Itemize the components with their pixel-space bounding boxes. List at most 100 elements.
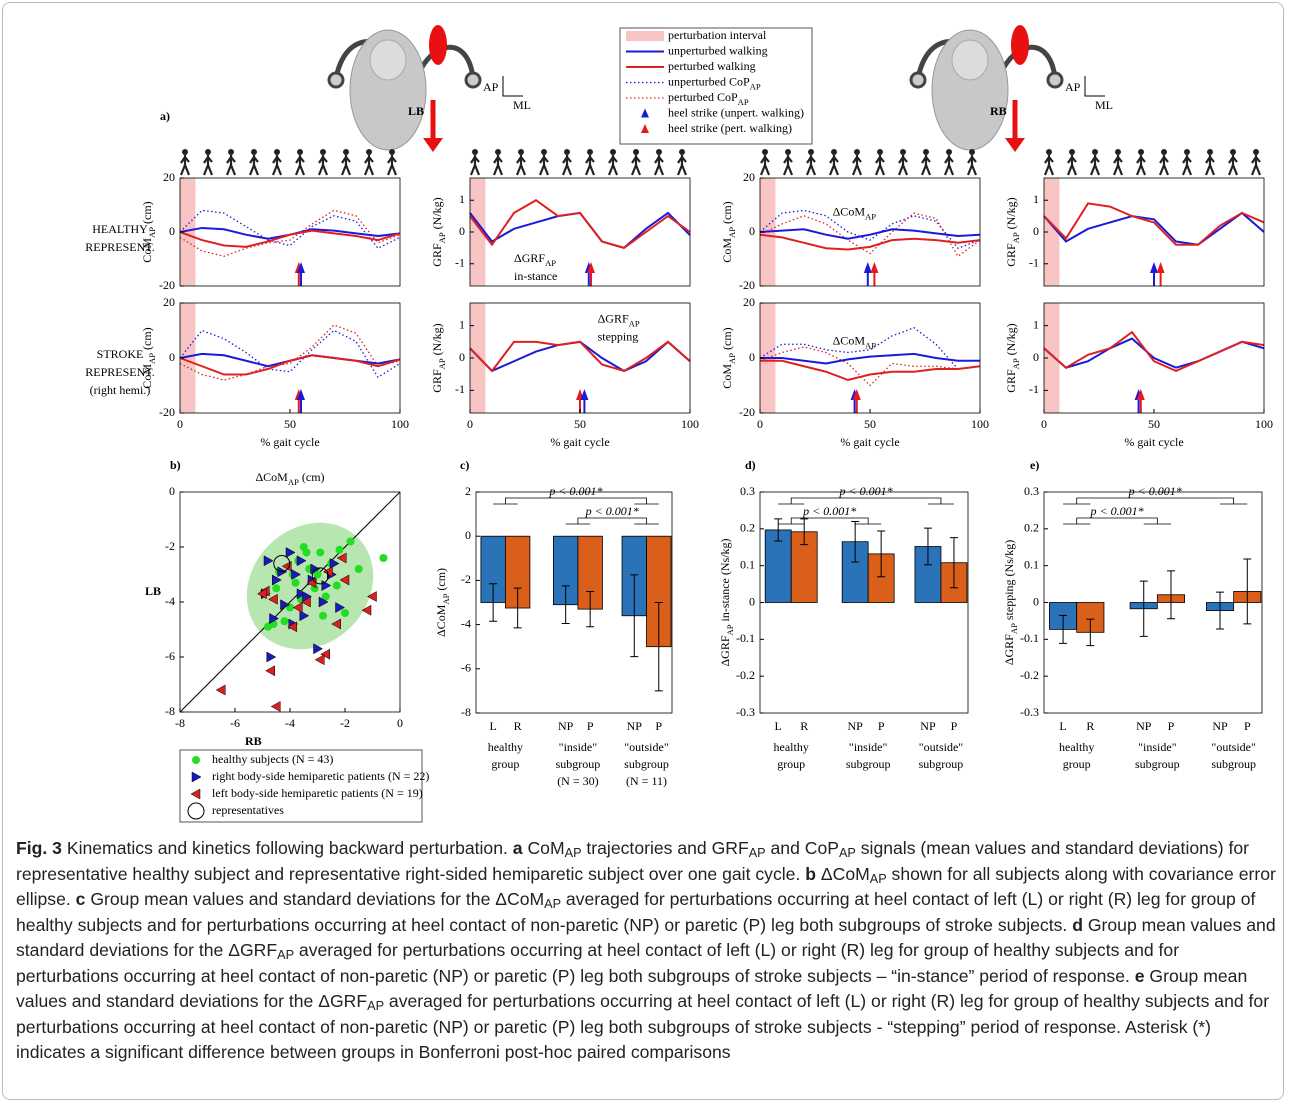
walker-head [1115, 149, 1121, 155]
walker-head [1230, 149, 1236, 155]
axis-label: ML [513, 98, 531, 112]
panel-letter: c) [460, 458, 469, 472]
legend-label: healthy subjects (N = 43) [212, 752, 333, 766]
legend-box [619, 27, 813, 145]
point [273, 555, 291, 572]
caption-text: Fig. 3 [16, 838, 62, 858]
walker-body [1250, 155, 1262, 176]
point [265, 665, 275, 677]
significance-label: p < 0.001* [585, 504, 639, 518]
walker-head [228, 149, 234, 155]
annotation-part: ΔGRF [514, 251, 545, 265]
error-bar [877, 530, 886, 578]
x-axis-label: % gait cycle [1124, 435, 1183, 449]
x-tick-label: 100 [391, 417, 409, 431]
walker-head [808, 149, 814, 155]
x-tick-label: 0 [1041, 417, 1047, 431]
bar-label: P [1244, 719, 1251, 733]
hand [1046, 71, 1064, 89]
walker-head [656, 149, 662, 155]
x-tick-label: 50 [864, 417, 876, 431]
point [280, 599, 291, 611]
y-tick-label: -6 [461, 661, 471, 675]
panel-letter: d) [745, 458, 756, 472]
caption-text: AP [564, 846, 582, 861]
walker-body [1043, 155, 1055, 176]
y-tick-label: -1 [1029, 382, 1039, 396]
head [951, 39, 989, 81]
y-tick-label: -0.2 [1020, 668, 1039, 682]
y-tick-label: 1 [459, 192, 465, 206]
walker-head [1046, 149, 1052, 155]
x-tick-label: 100 [1255, 417, 1273, 431]
y-tick-label: -4 [165, 594, 175, 608]
y-axis-label-part: AP [727, 353, 737, 364]
walker-head [946, 149, 952, 155]
walker-body [340, 155, 352, 176]
significance-bracket [1063, 517, 1171, 525]
series-line [179, 324, 401, 381]
point [314, 654, 325, 666]
x-tick-label: -6 [230, 716, 240, 730]
walker-head [587, 149, 593, 155]
significance-label: p < 0.001* [548, 484, 602, 498]
y-tick-label: 1 [1033, 317, 1039, 331]
series-line [179, 229, 401, 248]
y-tick-label: 1 [459, 317, 465, 331]
error-bar [561, 585, 570, 624]
heel-strike [1150, 262, 1158, 273]
x-tick-label: 0 [467, 417, 473, 431]
group-label: healthy [488, 740, 523, 754]
y-tick-label: 0 [169, 224, 175, 238]
group-label: healthy [774, 740, 809, 754]
y-axis-label-part: (cm) [140, 201, 154, 227]
y-axis-label-part: GRF [430, 243, 444, 267]
point [192, 756, 200, 764]
point [331, 618, 341, 630]
walker-body [943, 155, 955, 176]
walker-head [1161, 149, 1167, 155]
bar-label: P [951, 719, 958, 733]
caption-text: ΔCoM [815, 863, 870, 884]
legend-label-part: perturbed walking [668, 59, 756, 73]
point [263, 555, 274, 567]
x-tick-label: -8 [175, 716, 185, 730]
walker-body [386, 155, 398, 176]
y-axis-label-part: AP [1011, 232, 1021, 243]
heel-strike [1156, 262, 1165, 273]
perturb-arrowhead [423, 138, 443, 152]
y-tick-label: -0.2 [736, 668, 755, 682]
error-bar [654, 602, 663, 692]
caption-text: e [1134, 965, 1145, 986]
walker-body [1204, 155, 1216, 176]
walker-head [679, 149, 685, 155]
row-label: HEALTHY [92, 222, 148, 236]
y-axis-label-part: (cm) [434, 568, 448, 594]
walker-body [584, 155, 596, 176]
error-bar [851, 520, 860, 563]
row-label: STROKE [97, 347, 144, 361]
plot-frame [179, 302, 401, 414]
walker-body [828, 155, 840, 176]
annotation: stepping [598, 329, 639, 343]
caption-text: Kinematics and kinetics following backwa… [61, 838, 513, 858]
caption-text: d [1072, 914, 1083, 935]
point [291, 578, 300, 587]
y-tick-label: 1 [1033, 192, 1039, 206]
y-axis-label-part: (N/kg) [1004, 323, 1018, 358]
walker-body [225, 155, 237, 176]
x-tick-label: -2 [340, 716, 350, 730]
error-bar [513, 587, 522, 629]
point [281, 560, 292, 572]
axis-label: ML [1095, 98, 1113, 112]
foot-marker [429, 25, 447, 65]
bar-label: P [587, 719, 594, 733]
x-tick-label: -4 [285, 716, 295, 730]
caption-text: CoM [522, 838, 565, 858]
legend-swatch [641, 124, 649, 133]
point [291, 569, 302, 580]
point [292, 602, 303, 613]
annotation-part: ΔCoM [833, 333, 866, 347]
